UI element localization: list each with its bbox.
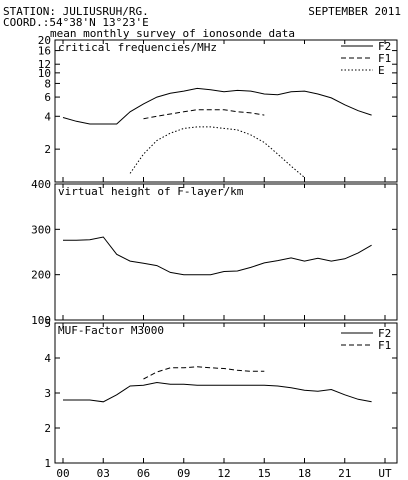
y-tick-label: 400 — [31, 178, 51, 191]
legend-label: F1 — [378, 339, 391, 352]
x-tick-label: 06 — [137, 467, 150, 480]
station-label: STATION: JULIUSRUH/RG. — [3, 5, 149, 18]
x-tick-label: 12 — [217, 467, 230, 480]
legend-label: E — [378, 64, 385, 77]
legend-label: F1 — [378, 52, 391, 65]
panel-title: MUF-Factor M3000 — [58, 324, 164, 337]
y-tick-label: 8 — [44, 77, 51, 90]
series-line-f1 — [143, 366, 265, 380]
x-tick-label: 21 — [338, 467, 351, 480]
y-tick-label: 20 — [38, 34, 51, 47]
panel-frame — [54, 183, 398, 321]
y-tick-label: 2 — [44, 143, 51, 156]
y-tick-label: 200 — [31, 269, 51, 282]
series-line-f1 — [143, 109, 265, 120]
panel-frame — [54, 322, 398, 464]
y-tick-label: 16 — [38, 45, 51, 58]
panel-virtual-height: virtual height of F-layer/km 100 200 300 40… — [31, 178, 398, 327]
x-tick-label: 18 — [298, 467, 311, 480]
legend-label: F2 — [378, 327, 391, 340]
chart-subtitle: mean monthly survey of ionosonde data — [50, 27, 295, 40]
y-tick-label: 3 — [44, 387, 51, 400]
series-line-f — [63, 236, 372, 276]
y-tick-label: 2 — [44, 422, 51, 435]
coordinates-label: COORD.:54°38'N 13°23'E — [3, 16, 149, 29]
x-tick-label: 03 — [97, 467, 110, 480]
series-line-f2 — [63, 381, 372, 403]
y-tick-label: 12 — [38, 58, 51, 71]
y-tick-label: 10 — [38, 67, 51, 80]
y-tick-label: 1 — [44, 457, 51, 470]
y-tick-label: 6 — [44, 91, 51, 104]
x-tick-label: 00 — [56, 467, 69, 480]
series-line-f2 — [62, 87, 372, 125]
panel-title: critical frequencies/MHz — [58, 41, 217, 54]
x-tick-label: UT — [378, 467, 392, 480]
y-tick-label: 100 — [31, 314, 51, 327]
y-tick-label: 300 — [31, 223, 51, 236]
date-label: SEPTEMBER 2011 — [308, 5, 401, 18]
legend-label: F2 — [378, 40, 391, 53]
series-line-e — [129, 126, 305, 178]
y-tick-label: 4 — [44, 110, 51, 123]
y-tick-label: 5 — [44, 317, 51, 330]
x-tick-label: 09 — [177, 467, 190, 480]
panel-title: virtual height of F-layer/km — [58, 185, 244, 198]
panel-frame — [54, 39, 398, 183]
x-tick-label: 15 — [258, 467, 271, 480]
y-tick-label: 4 — [44, 352, 51, 365]
